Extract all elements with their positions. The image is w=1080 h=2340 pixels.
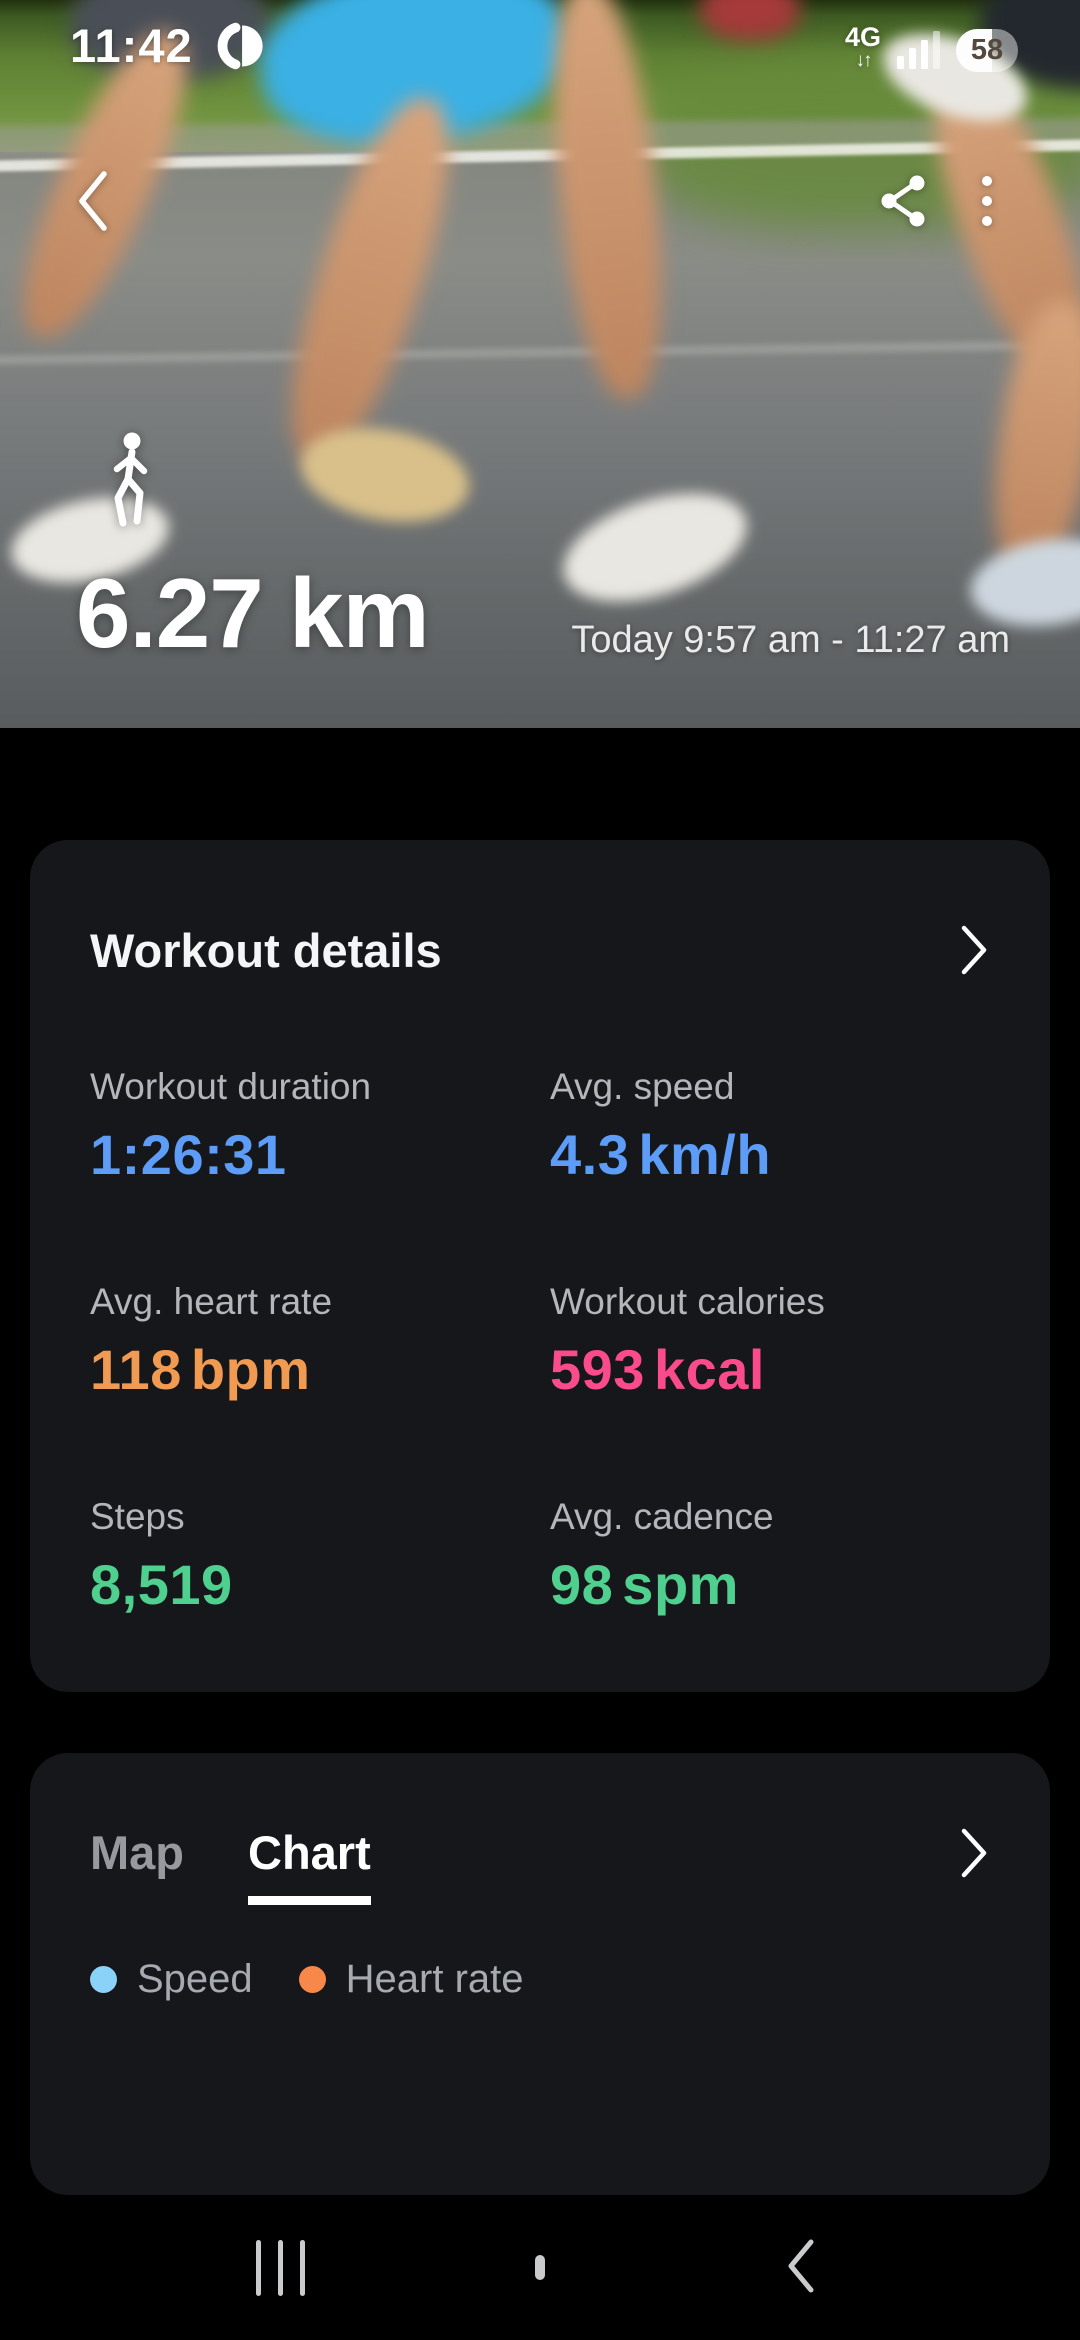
hero-photo: 11:42 4G ↓↑ 58 xyxy=(0,0,1080,728)
stat-value: 4.3 km/h xyxy=(550,1123,772,1186)
photo-grass xyxy=(0,0,1080,152)
photo-shoe xyxy=(3,484,177,596)
photo-leg xyxy=(908,52,1080,388)
stat-workout-calories: Workout calories 593 kcal xyxy=(550,1281,990,1402)
photo-grass xyxy=(640,60,1080,230)
stat-label: Avg. cadence xyxy=(550,1496,774,1537)
battery-icon: 58 xyxy=(956,29,1018,72)
active-workout-icon xyxy=(217,22,263,69)
workout-time-range: Today 9:57 am - 11:27 am xyxy=(571,619,1010,661)
nav-back-button[interactable] xyxy=(771,2226,829,2309)
legend-heart-rate: Heart rate xyxy=(298,1957,524,2002)
share-button[interactable] xyxy=(880,175,926,227)
photo-shorts xyxy=(980,0,1080,90)
status-clock: 11:42 xyxy=(70,19,193,72)
home-button[interactable] xyxy=(525,2250,555,2285)
stat-avg-heart-rate: Avg. heart rate 118 bpm xyxy=(90,1281,530,1402)
more-vertical-icon xyxy=(982,176,992,226)
stat-label: Avg. speed xyxy=(550,1066,735,1107)
photo-leg xyxy=(980,295,1080,585)
photo-leg xyxy=(263,83,477,477)
stat-value: 118 bpm xyxy=(90,1338,311,1401)
recent-apps-button[interactable] xyxy=(246,2230,315,2306)
legend-speed: Speed xyxy=(90,1957,253,2002)
stat-label: Workout calories xyxy=(550,1281,825,1322)
stat-value: 1:26:31 xyxy=(90,1123,287,1186)
system-navigation-bar xyxy=(0,2195,1080,2340)
chevron-right-icon[interactable] xyxy=(958,922,990,978)
stat-label: Avg. heart rate xyxy=(90,1281,333,1322)
photo-road-line xyxy=(0,340,1080,365)
network-indicator: 4G ↓↑ xyxy=(844,22,881,71)
walking-person-icon xyxy=(113,432,148,527)
photo-shoe xyxy=(293,415,477,535)
nav-back-icon xyxy=(788,2239,814,2293)
photo-road-line xyxy=(0,139,1080,172)
stat-value: 98 spm xyxy=(550,1553,739,1616)
photo-curb xyxy=(0,118,1080,156)
stat-workout-duration: Workout duration 1:26:31 xyxy=(90,1066,530,1187)
tab-chart[interactable]: Chart xyxy=(248,1825,371,1905)
workout-details-card[interactable]: Workout details Workout duration 1:26:31… xyxy=(30,840,1050,1692)
battery-percent: 58 xyxy=(970,34,1004,66)
photo-shoe xyxy=(871,16,1039,139)
tab-map[interactable]: Map xyxy=(90,1826,184,1879)
stat-value: 593 kcal xyxy=(550,1338,765,1401)
photo-shoe xyxy=(964,529,1080,636)
battery-fill xyxy=(956,29,992,72)
speed-dot-icon xyxy=(90,1966,117,1993)
stat-label: Steps xyxy=(90,1496,185,1537)
back-icon xyxy=(79,171,107,231)
stat-value: 8,519 xyxy=(90,1553,233,1616)
stats-grid: Workout duration 1:26:31 Avg. speed 4.3 k… xyxy=(90,1066,990,1617)
heart-rate-dot-icon xyxy=(298,1966,326,1993)
photo-shorts xyxy=(249,0,581,161)
recents-icon xyxy=(255,2239,305,2296)
workout-details-title: Workout details xyxy=(90,923,442,977)
photo-shorts xyxy=(700,0,800,40)
chart-legend: Speed Heart rate xyxy=(90,1957,990,2002)
chevron-right-icon[interactable] xyxy=(958,1825,990,1881)
photo-shorts xyxy=(70,0,270,80)
back-button[interactable] xyxy=(72,168,116,234)
home-icon xyxy=(535,2255,545,2280)
photo-leg xyxy=(538,0,677,404)
share-icon xyxy=(881,175,925,227)
signal-strength-icon xyxy=(897,29,940,69)
distance-value: 6.27 km xyxy=(76,558,430,668)
photo-shoe xyxy=(549,472,761,623)
stat-steps: Steps 8,519 xyxy=(90,1496,530,1617)
stat-label: Workout duration xyxy=(90,1066,372,1107)
map-chart-card[interactable]: Map Chart Speed Heart rate xyxy=(30,1753,1050,2195)
status-bar: 11:42 4G ↓↑ 58 xyxy=(0,18,1080,73)
stat-avg-cadence: Avg. cadence 98 spm xyxy=(550,1496,990,1617)
more-options-button[interactable] xyxy=(980,175,994,227)
stat-avg-speed: Avg. speed 4.3 km/h xyxy=(550,1066,990,1187)
